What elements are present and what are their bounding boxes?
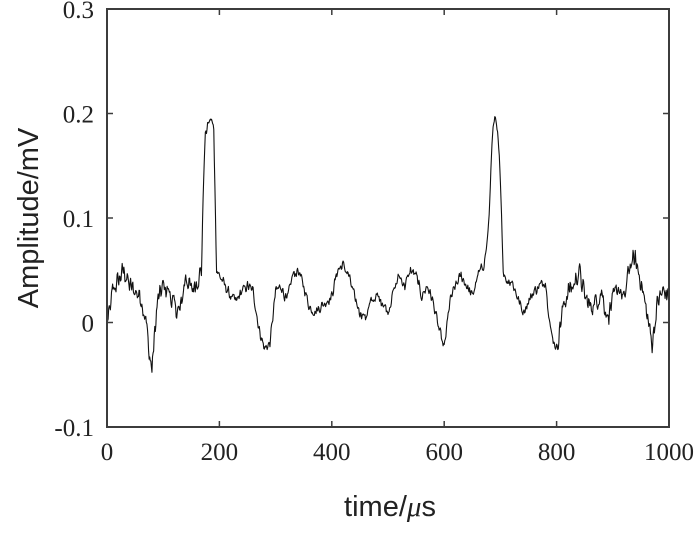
x-tick-label: 200 — [201, 439, 239, 466]
x-axis-ticks: 0 200 400 600 800 1000 — [101, 9, 694, 466]
x-tick-label: 800 — [538, 439, 576, 466]
y-tick-label: 0.1 — [63, 206, 94, 233]
y-tick-label: 0.2 — [63, 102, 94, 129]
y-tick-label: 0 — [82, 311, 95, 338]
signal-trace — [106, 116, 670, 373]
x-tick-label: 600 — [425, 439, 463, 466]
plot-frame — [106, 8, 670, 428]
y-axis-label: Amplitude/mV — [13, 127, 45, 308]
signal-line — [106, 116, 670, 373]
y-axis-ticks: -0.1 0 0.1 0.2 0.3 — [54, 0, 669, 442]
x-axis-label: time/μs — [344, 491, 436, 523]
y-tick-label: -0.1 — [54, 415, 94, 442]
x-tick-label: 0 — [101, 439, 114, 466]
x-tick-label: 400 — [313, 439, 351, 466]
x-tick-label: 1000 — [644, 439, 694, 466]
y-tick-label: 0.3 — [63, 0, 94, 24]
